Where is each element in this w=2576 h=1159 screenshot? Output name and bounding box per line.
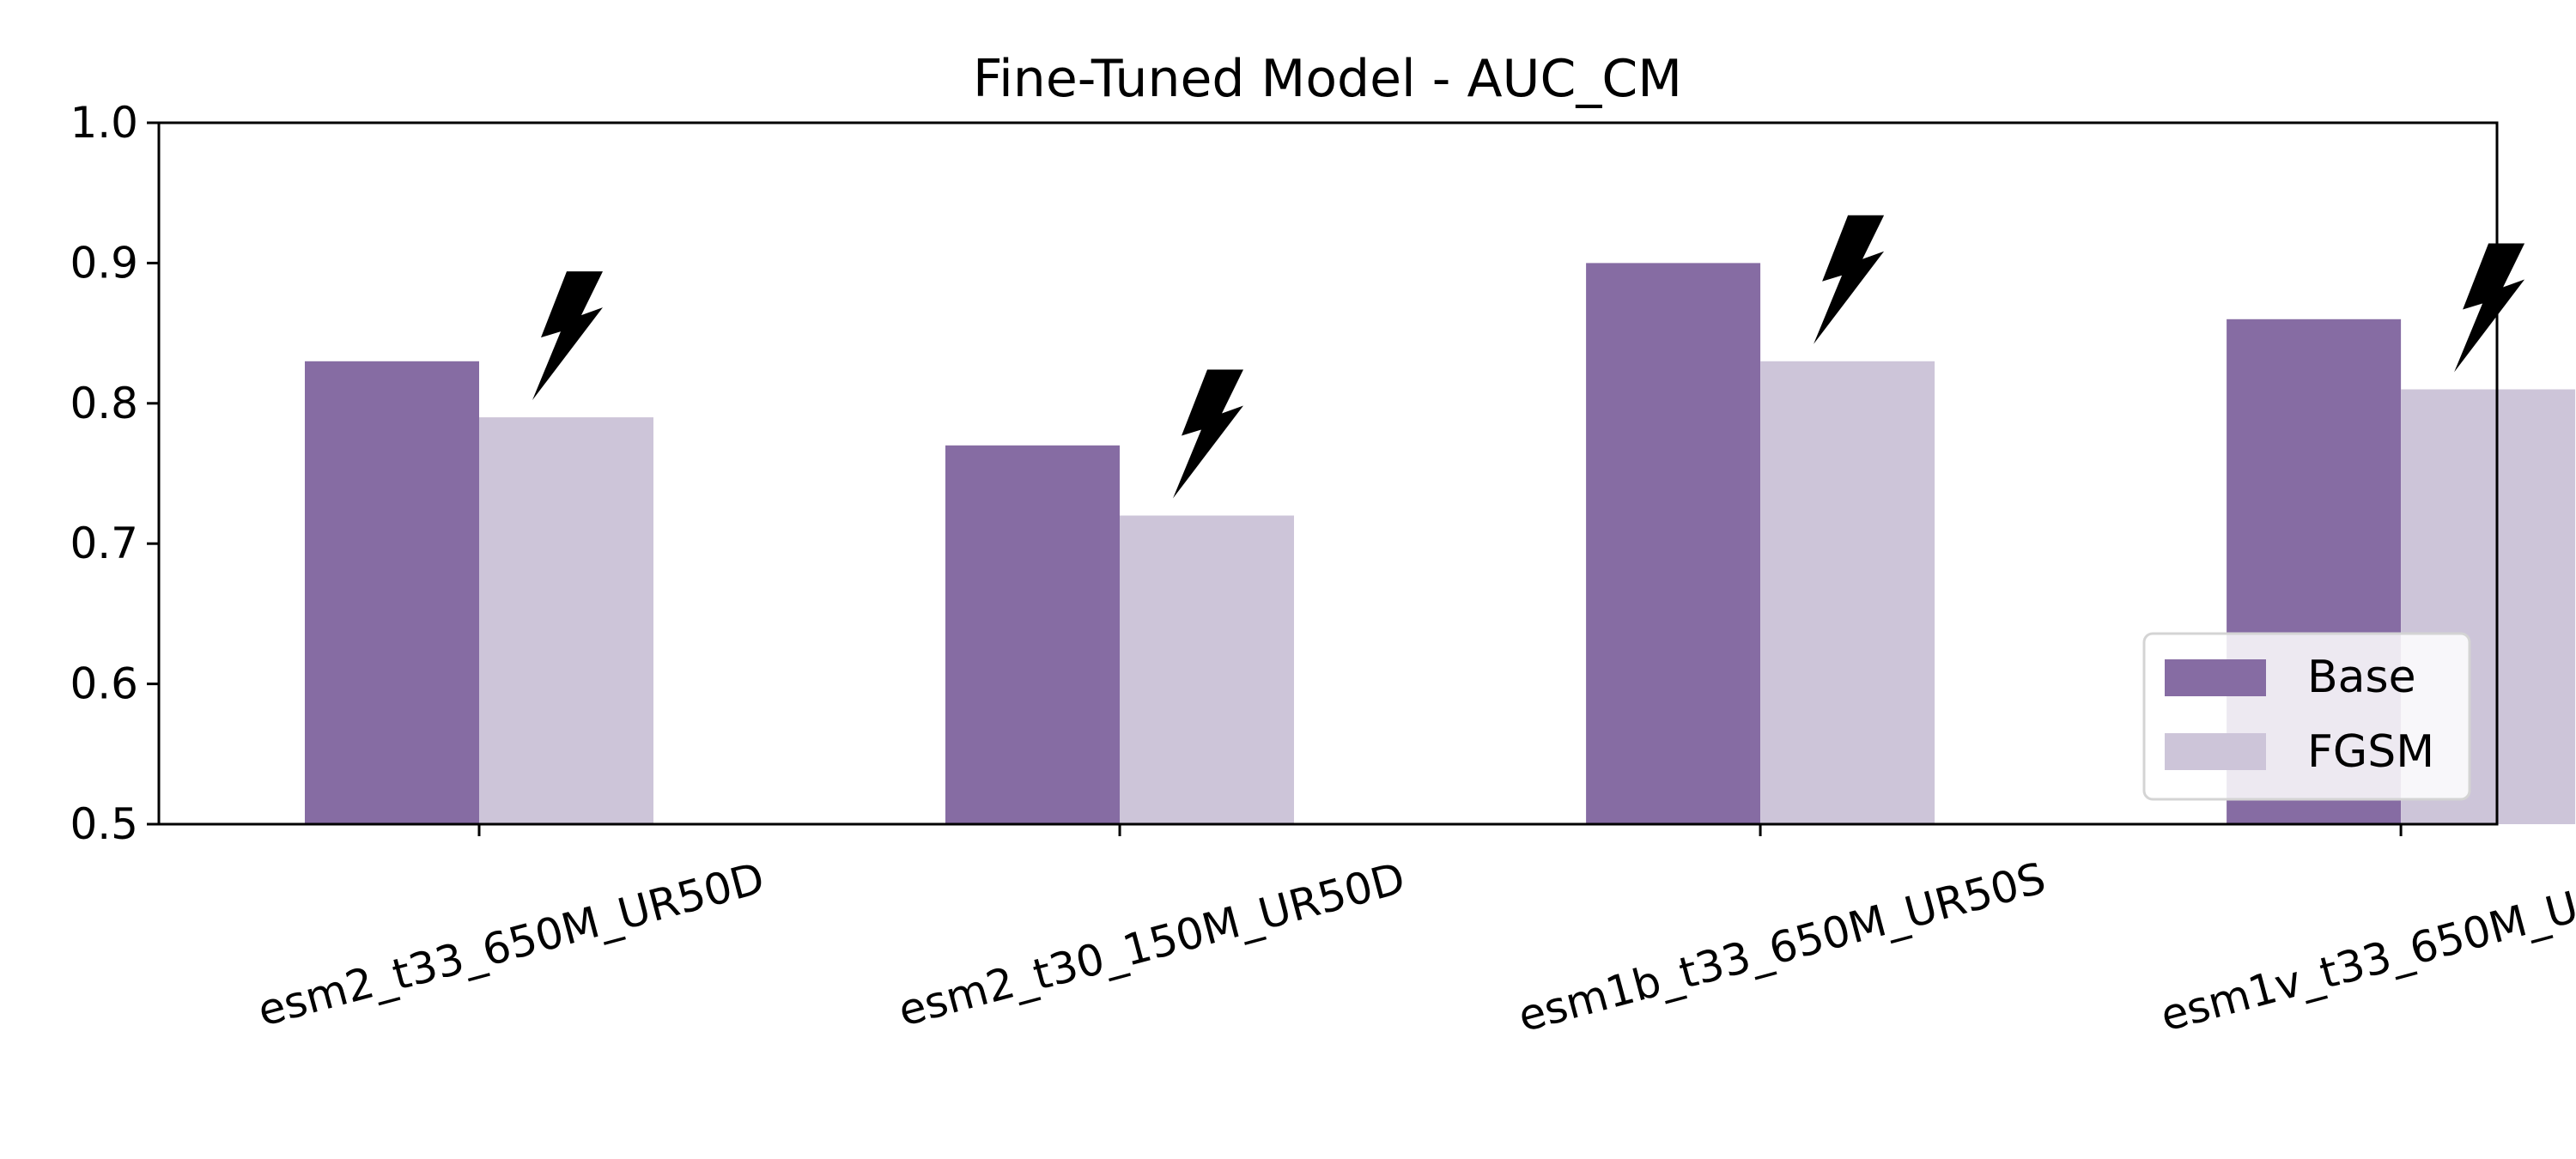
plot-frame [157, 121, 2499, 826]
lightning-bolt-icon [532, 271, 603, 401]
x-tick-label: esm2_t33_650M_UR50D [252, 853, 769, 1036]
bar-base-1 [305, 361, 479, 824]
y-tick-label: 1.0 [70, 98, 138, 148]
y-axis: 0.5 0.6 0.7 0.8 0.9 1.0 [70, 98, 159, 849]
bar-fgsm-1 [479, 417, 653, 824]
legend-label-fgsm: FGSM [2307, 726, 2434, 778]
lightning-bolt-icon [2454, 243, 2525, 373]
lightning-bolt-icon [1173, 369, 1243, 499]
y-tick-label: 0.6 [70, 659, 138, 709]
legend-swatch-fgsm [2165, 733, 2266, 770]
x-tick-label: esm1b_t33_650M_UR50S [1513, 853, 2050, 1042]
bar-base-2 [945, 445, 1120, 824]
legend-swatch-base [2165, 659, 2266, 696]
y-tick-label: 0.5 [70, 799, 138, 849]
bar-fgsm-2 [1120, 515, 1294, 824]
x-tick-label: esm1v_t33_650M_UR90S [2155, 853, 2576, 1041]
bar-base-3 [1586, 263, 1761, 824]
chart-title: Fine-Tuned Model - AUC_CM [973, 49, 1682, 109]
y-tick-label: 0.7 [70, 519, 138, 568]
lightning-bolt-icon [1814, 215, 1885, 344]
legend-label-base: Base [2307, 652, 2416, 703]
legend: Base FGSM [2142, 632, 2471, 801]
y-tick-label: 0.9 [70, 238, 138, 288]
bar-fgsm-3 [1760, 361, 1935, 824]
annotation-group [532, 215, 2525, 499]
x-tick-label: esm2_t30_150M_UR50D [893, 853, 1410, 1036]
y-tick-label: 0.8 [70, 379, 138, 428]
x-axis: esm2_t33_650M_UR50D esm2_t30_150M_UR50D es… [252, 824, 2576, 1041]
